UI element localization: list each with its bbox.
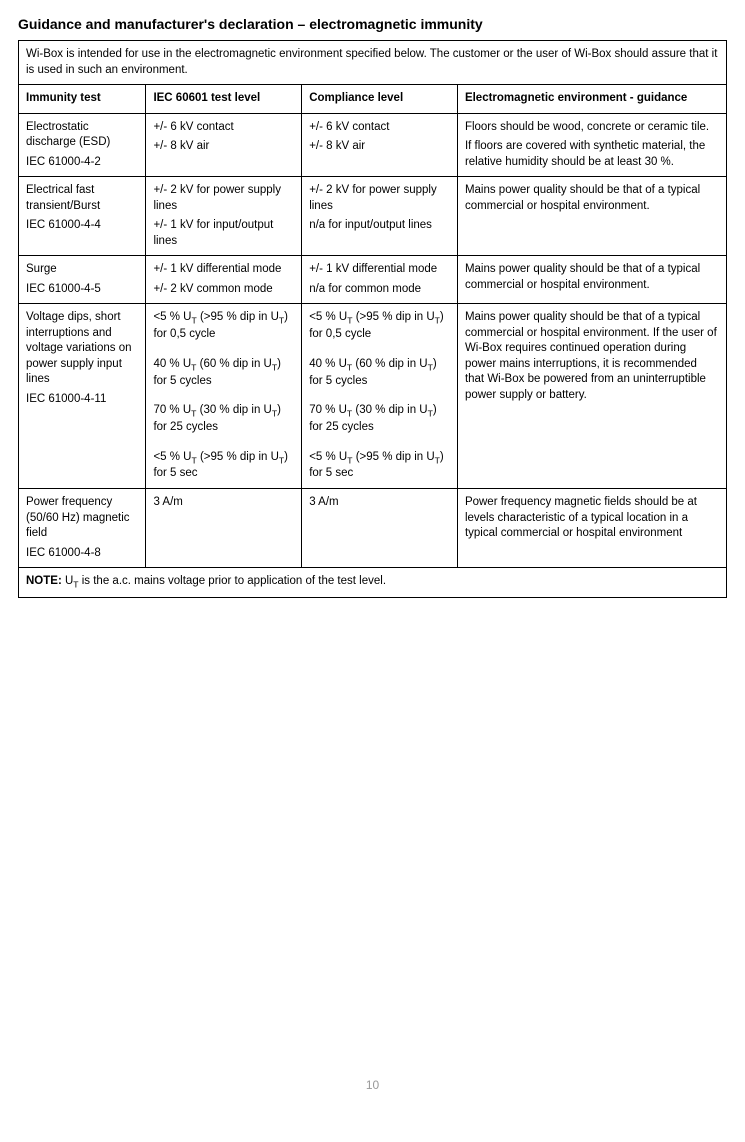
note-text: UT is the a.c. mains voltage prior to ap… (62, 575, 386, 587)
table-row: Surge IEC 61000-4-5 +/- 1 kV differentia… (19, 256, 727, 304)
header-guidance: Electromagnetic environment - guidance (457, 85, 726, 114)
cell-test: Power frequency (50/60 Hz) magnetic fiel… (19, 489, 146, 568)
text: +/- 1 kV for input/output lines (153, 218, 294, 249)
text: <5 % UT (>95 % dip in UT) for 5 sec (309, 450, 450, 482)
cell-compliance: +/- 6 kV contact +/- 8 kV air (302, 113, 458, 177)
text: Power frequency magnetic fields should b… (465, 495, 719, 542)
text: 3 A/m (309, 495, 450, 511)
text: +/- 2 kV common mode (153, 282, 294, 298)
text: Electrical fast transient/Burst (26, 183, 138, 214)
intro-text: Wi-Box is intended for use in the electr… (19, 41, 727, 85)
text: IEC 61000-4-2 (26, 155, 138, 171)
cell-guidance: Mains power quality should be that of a … (457, 177, 726, 256)
cell-compliance: +/- 2 kV for power supply lines n/a for … (302, 177, 458, 256)
cell-compliance: 3 A/m (302, 489, 458, 568)
cell-compliance: <5 % UT (>95 % dip in UT) for 0,5 cycle … (302, 304, 458, 489)
text: +/- 2 kV for power supply lines (309, 183, 450, 214)
cell-level: <5 % UT (>95 % dip in UT) for 0,5 cycle … (146, 304, 302, 489)
note-cell: NOTE: UT is the a.c. mains voltage prior… (19, 568, 727, 598)
header-test-level: IEC 60601 test level (146, 85, 302, 114)
text: +/- 8 kV air (153, 139, 294, 155)
header-compliance: Compliance level (302, 85, 458, 114)
cell-level: +/- 1 kV differential mode +/- 2 kV comm… (146, 256, 302, 304)
note-row: NOTE: UT is the a.c. mains voltage prior… (19, 568, 727, 598)
text: +/- 2 kV for power supply lines (153, 183, 294, 214)
cell-level: 3 A/m (146, 489, 302, 568)
text: 70 % UT (30 % dip in UT) for 25 cycles (153, 403, 294, 435)
immunity-table: Wi-Box is intended for use in the electr… (18, 40, 727, 598)
cell-level: +/- 6 kV contact +/- 8 kV air (146, 113, 302, 177)
text: Electrostatic discharge (ESD) (26, 120, 138, 151)
text: <5 % UT (>95 % dip in UT) for 5 sec (153, 450, 294, 482)
text: +/- 6 kV contact (153, 120, 294, 136)
text: 40 % UT (60 % dip in UT) for 5 cycles (153, 357, 294, 389)
text: If floors are covered with synthetic mat… (465, 139, 719, 170)
intro-row: Wi-Box is intended for use in the electr… (19, 41, 727, 85)
text: Floors should be wood, concrete or ceram… (465, 120, 719, 136)
cell-guidance: Floors should be wood, concrete or ceram… (457, 113, 726, 177)
text: n/a for common mode (309, 282, 450, 298)
cell-compliance: +/- 1 kV differential mode n/a for commo… (302, 256, 458, 304)
table-row: Power frequency (50/60 Hz) magnetic fiel… (19, 489, 727, 568)
cell-guidance: Mains power quality should be that of a … (457, 304, 726, 489)
page-title: Guidance and manufacturer's declaration … (18, 16, 727, 32)
cell-test: Electrical fast transient/Burst IEC 6100… (19, 177, 146, 256)
text: Mains power quality should be that of a … (465, 262, 719, 293)
cell-test: Electrostatic discharge (ESD) IEC 61000-… (19, 113, 146, 177)
text: Mains power quality should be that of a … (465, 183, 719, 214)
text: Power frequency (50/60 Hz) magnetic fiel… (26, 495, 138, 542)
text: +/- 6 kV contact (309, 120, 450, 136)
text: +/- 8 kV air (309, 139, 450, 155)
cell-guidance: Mains power quality should be that of a … (457, 256, 726, 304)
table-row: Voltage dips, short interruptions and vo… (19, 304, 727, 489)
table-row: Electrostatic discharge (ESD) IEC 61000-… (19, 113, 727, 177)
cell-test: Surge IEC 61000-4-5 (19, 256, 146, 304)
note-label: NOTE: (26, 575, 62, 587)
text: 70 % UT (30 % dip in UT) for 25 cycles (309, 403, 450, 435)
text: 40 % UT (60 % dip in UT) for 5 cycles (309, 357, 450, 389)
header-row: Immunity test IEC 60601 test level Compl… (19, 85, 727, 114)
header-immunity-test: Immunity test (19, 85, 146, 114)
text: Voltage dips, short interruptions and vo… (26, 310, 138, 388)
text: Surge (26, 262, 138, 278)
text: <5 % UT (>95 % dip in UT) for 0,5 cycle (309, 310, 450, 342)
text: IEC 61000-4-5 (26, 282, 138, 298)
table-row: Electrical fast transient/Burst IEC 6100… (19, 177, 727, 256)
cell-test: Voltage dips, short interruptions and vo… (19, 304, 146, 489)
text: IEC 61000-4-4 (26, 218, 138, 234)
text: IEC 61000-4-8 (26, 546, 138, 562)
page-number: 10 (18, 1078, 727, 1092)
text: IEC 61000-4-11 (26, 392, 138, 408)
text: 3 A/m (153, 495, 294, 511)
text: <5 % UT (>95 % dip in UT) for 0,5 cycle (153, 310, 294, 342)
cell-guidance: Power frequency magnetic fields should b… (457, 489, 726, 568)
text: +/- 1 kV differential mode (309, 262, 450, 278)
text: Mains power quality should be that of a … (465, 310, 719, 403)
text: +/- 1 kV differential mode (153, 262, 294, 278)
cell-level: +/- 2 kV for power supply lines +/- 1 kV… (146, 177, 302, 256)
text: n/a for input/output lines (309, 218, 450, 234)
